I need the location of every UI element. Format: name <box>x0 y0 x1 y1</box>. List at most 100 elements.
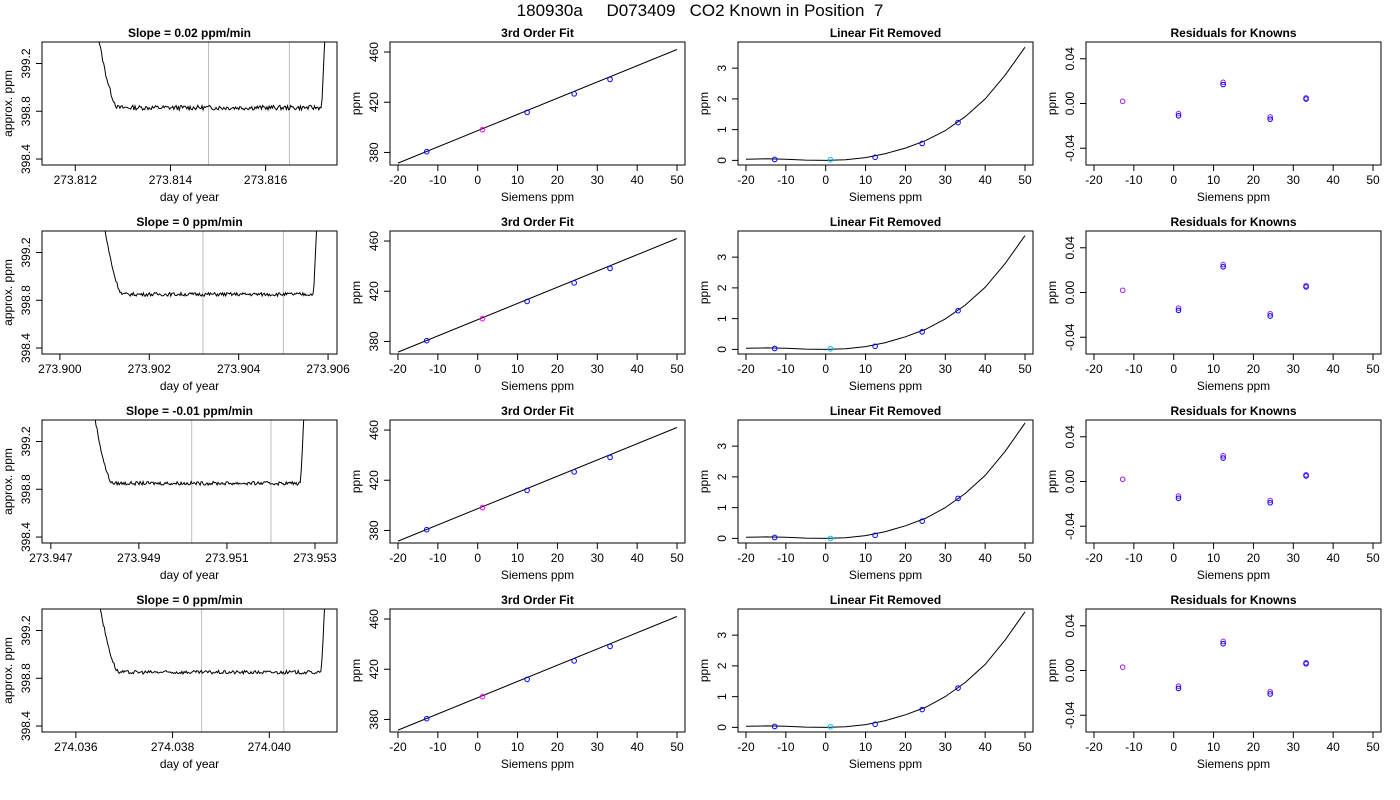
data-point <box>479 315 486 322</box>
x-tick-label: -20 <box>389 173 407 187</box>
x-tick-label: 10 <box>1207 551 1221 565</box>
data-point <box>771 156 778 163</box>
data-point <box>1175 495 1182 502</box>
x-axis-label: day of year <box>160 568 219 582</box>
x-axis-label: Siemens ppm <box>1197 379 1270 393</box>
plot-frame <box>737 608 1034 733</box>
x-tick-label: 30 <box>1287 551 1301 565</box>
x-axis-label: Siemens ppm <box>849 568 922 582</box>
data-point <box>571 280 577 286</box>
data-point <box>479 126 486 133</box>
data-point <box>955 119 961 126</box>
fit-curve <box>745 422 1026 539</box>
chart-panel: Linear Fit Removed Siemens ppm ppm -20 -10 0 1… <box>697 593 1034 771</box>
y-axis-label: ppm <box>349 281 363 304</box>
chart-title: Linear Fit Removed <box>830 404 941 418</box>
x-tick-label: 40 <box>978 551 992 565</box>
x-tick-label: -10 <box>1125 740 1143 754</box>
x-tick-label: 50 <box>1018 362 1032 376</box>
x-tick-label: 0 <box>822 740 829 754</box>
y-tick-label: 0.04 <box>1063 614 1077 638</box>
y-tick-label: 0.00 <box>1063 91 1077 115</box>
x-tick-label: 274.036 <box>54 740 98 754</box>
plot-frame <box>41 608 338 733</box>
x-tick-label: 20 <box>899 173 913 187</box>
chart-panel: Residuals for Knowns Siemens ppm ppm -20 -10… <box>1045 215 1382 393</box>
x-tick-label: 40 <box>630 551 644 565</box>
data-point <box>1175 307 1182 314</box>
y-tick-label: 0.04 <box>1063 425 1077 449</box>
x-tick-label: 50 <box>670 551 684 565</box>
y-tick-label: 0.00 <box>1063 469 1077 493</box>
x-tick-label: 10 <box>859 551 873 565</box>
data-point <box>1303 96 1309 102</box>
data-point <box>1267 114 1273 120</box>
data-point <box>919 140 925 147</box>
plot-area <box>94 420 305 543</box>
data-point <box>1119 98 1126 105</box>
chart-title: Residuals for Knowns <box>1170 215 1296 229</box>
x-axis-label: Siemens ppm <box>501 568 574 582</box>
plot-area <box>397 427 678 542</box>
y-tick-label: 398.4 <box>19 144 33 174</box>
data-point <box>872 343 878 350</box>
x-tick-label: 274.040 <box>248 740 292 754</box>
plot-area <box>104 231 317 354</box>
x-tick-label: 10 <box>511 173 525 187</box>
plot-area <box>1119 261 1309 319</box>
x-tick-label: 0 <box>1170 740 1177 754</box>
x-tick-label: 50 <box>1366 551 1380 565</box>
plot-area <box>1119 452 1309 506</box>
data-point <box>955 495 961 502</box>
chart-title: 3rd Order Fit <box>501 404 574 418</box>
data-point <box>423 526 430 533</box>
x-tick-label: 40 <box>978 362 992 376</box>
data-point <box>919 329 925 335</box>
y-tick-label: 380 <box>367 142 381 162</box>
y-tick-label: 0.04 <box>1063 236 1077 260</box>
chart-title: Residuals for Knowns <box>1170 26 1296 40</box>
plot-area <box>397 616 678 731</box>
x-tick-label: 273.816 <box>244 173 288 187</box>
plot-area <box>745 422 1026 542</box>
data-point <box>571 469 577 475</box>
x-tick-label: 20 <box>551 173 565 187</box>
x-tick-label: 40 <box>1326 173 1340 187</box>
x-tick-label: 273.951 <box>205 551 249 565</box>
data-point <box>919 706 925 713</box>
y-tick-label: -0.04 <box>1063 701 1077 729</box>
fit-curve <box>397 616 678 731</box>
x-tick-label: 20 <box>1247 362 1261 376</box>
x-tick-label: 30 <box>939 740 953 754</box>
y-tick-label: 0 <box>715 724 729 731</box>
chart-panel: Residuals for Knowns Siemens ppm ppm -20 -10… <box>1045 26 1382 204</box>
x-axis-label: Siemens ppm <box>849 379 922 393</box>
x-tick-label: -10 <box>777 740 795 754</box>
data-point <box>771 534 778 541</box>
x-tick-label: 40 <box>978 740 992 754</box>
chart-panel: Linear Fit Removed Siemens ppm ppm -20 -10 0 1… <box>697 404 1034 582</box>
x-tick-label: 20 <box>551 551 565 565</box>
plot-area <box>99 609 326 732</box>
x-tick-label: 273.949 <box>117 551 161 565</box>
y-tick-label: 3 <box>715 64 729 71</box>
y-axis-label: ppm <box>697 92 711 115</box>
chart-title: 3rd Order Fit <box>501 215 574 229</box>
data-point <box>1220 81 1226 88</box>
data-point <box>1220 452 1226 459</box>
y-tick-label: 0.00 <box>1063 280 1077 304</box>
x-tick-label: 50 <box>1366 362 1380 376</box>
data-point <box>607 265 613 272</box>
x-axis-label: Siemens ppm <box>1197 190 1270 204</box>
data-point <box>423 337 430 344</box>
data-point <box>524 109 530 116</box>
x-tick-label: 40 <box>1326 362 1340 376</box>
data-trace <box>99 609 326 676</box>
x-tick-label: 10 <box>859 173 873 187</box>
data-point <box>919 518 925 524</box>
data-point <box>1175 305 1182 311</box>
x-tick-label: 50 <box>670 173 684 187</box>
plot-area <box>1119 79 1309 122</box>
x-tick-label: 10 <box>1207 740 1221 754</box>
x-tick-label: -20 <box>737 740 755 754</box>
